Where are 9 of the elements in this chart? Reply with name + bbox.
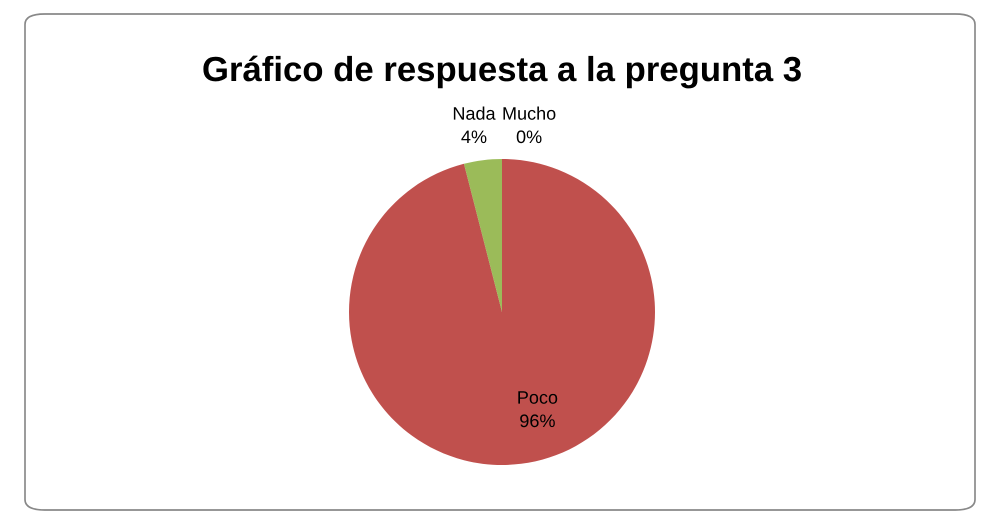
chart-title: Gráfico de respuesta a la pregunta 3 [203, 56, 801, 88]
data-label: 96% [520, 414, 555, 428]
pie-slice [349, 159, 655, 465]
pie-slice [464, 159, 502, 312]
text: 0% [516, 130, 542, 144]
data-label: 4% [461, 130, 486, 144]
slice-label: Poco [518, 391, 558, 404]
category-label: Mucho [503, 106, 556, 120]
slice-label: Nada [454, 106, 496, 120]
